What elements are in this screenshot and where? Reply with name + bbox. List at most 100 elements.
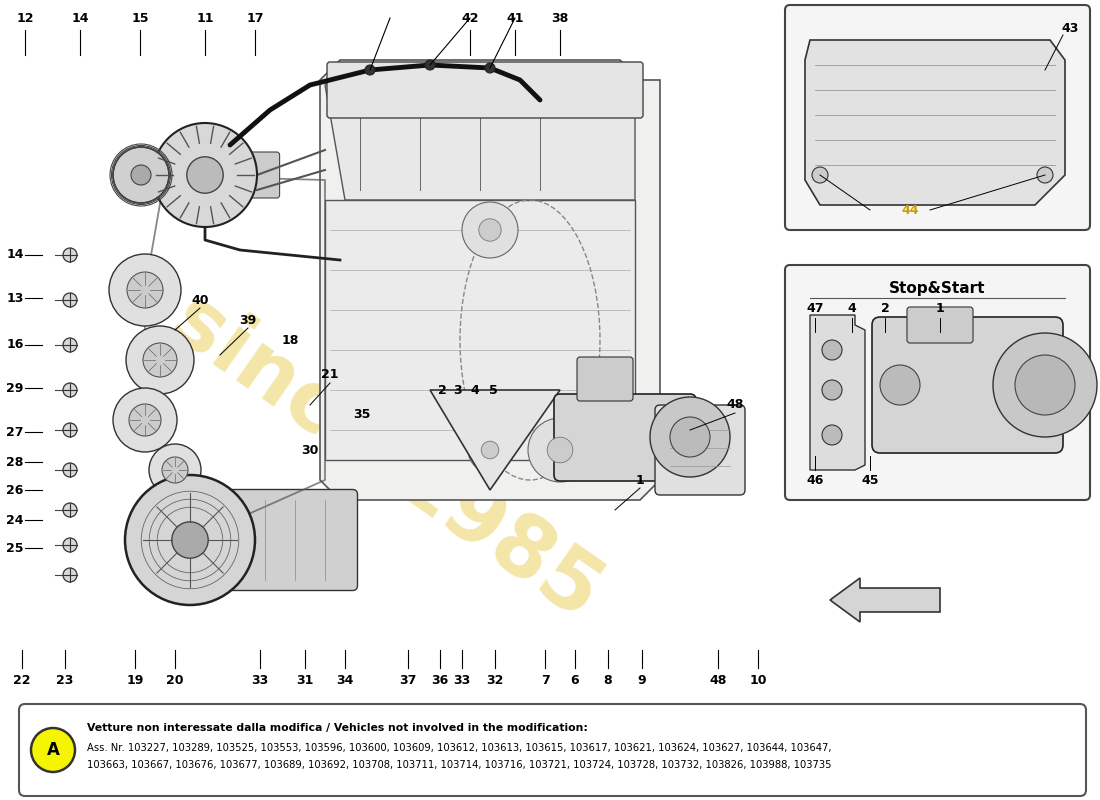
Text: 34: 34 — [337, 674, 354, 686]
FancyBboxPatch shape — [872, 317, 1063, 453]
Circle shape — [148, 444, 201, 496]
Circle shape — [478, 218, 502, 242]
Text: 44: 44 — [901, 203, 918, 217]
FancyBboxPatch shape — [19, 704, 1086, 796]
Circle shape — [126, 272, 163, 308]
Text: 5: 5 — [488, 383, 497, 397]
Circle shape — [143, 343, 177, 377]
Circle shape — [547, 437, 573, 462]
Text: 25: 25 — [7, 542, 24, 554]
Circle shape — [125, 475, 255, 605]
Text: 19: 19 — [126, 674, 144, 686]
Text: 48: 48 — [726, 398, 744, 411]
Text: 18: 18 — [282, 334, 299, 346]
Text: 36: 36 — [431, 674, 449, 686]
Circle shape — [425, 60, 435, 70]
Text: 22: 22 — [13, 674, 31, 686]
Text: Ass. Nr. 103227, 103289, 103525, 103553, 103596, 103600, 103609, 103612, 103613,: Ass. Nr. 103227, 103289, 103525, 103553,… — [87, 743, 832, 753]
Circle shape — [462, 202, 518, 258]
Text: 33: 33 — [453, 674, 471, 686]
Circle shape — [1015, 355, 1075, 415]
Text: 14: 14 — [7, 249, 24, 262]
Text: 28: 28 — [7, 455, 24, 469]
Polygon shape — [430, 390, 560, 490]
Circle shape — [109, 254, 182, 326]
Text: 45: 45 — [861, 474, 879, 486]
Circle shape — [172, 522, 208, 558]
FancyBboxPatch shape — [554, 394, 696, 481]
FancyBboxPatch shape — [324, 200, 635, 460]
Circle shape — [63, 338, 77, 352]
Text: A: A — [46, 741, 59, 759]
Circle shape — [481, 442, 498, 459]
Text: 35: 35 — [353, 409, 371, 422]
Circle shape — [63, 503, 77, 517]
Text: 43: 43 — [1062, 22, 1079, 34]
Circle shape — [63, 568, 77, 582]
FancyBboxPatch shape — [327, 62, 644, 118]
Circle shape — [993, 333, 1097, 437]
Polygon shape — [805, 40, 1065, 205]
Text: 1: 1 — [636, 474, 645, 486]
Circle shape — [63, 248, 77, 262]
Polygon shape — [810, 315, 865, 470]
Text: 6: 6 — [571, 674, 580, 686]
FancyBboxPatch shape — [654, 405, 745, 495]
Text: 1: 1 — [936, 302, 945, 314]
Circle shape — [63, 538, 77, 552]
Circle shape — [528, 418, 592, 482]
Text: 2: 2 — [438, 383, 447, 397]
Text: 40: 40 — [191, 294, 209, 306]
Text: 24: 24 — [7, 514, 24, 526]
Text: 20: 20 — [166, 674, 184, 686]
Circle shape — [822, 380, 842, 400]
FancyBboxPatch shape — [785, 265, 1090, 500]
Text: 29: 29 — [7, 382, 24, 394]
Text: Stop&Start: Stop&Start — [889, 281, 986, 295]
Text: 4: 4 — [848, 302, 857, 314]
Text: 46: 46 — [806, 474, 824, 486]
Circle shape — [468, 428, 512, 472]
Text: 9: 9 — [638, 674, 647, 686]
Circle shape — [822, 340, 842, 360]
Text: 13: 13 — [7, 291, 24, 305]
PathPatch shape — [320, 60, 660, 500]
Circle shape — [187, 157, 223, 194]
Text: Vetture non interessate dalla modifica / Vehicles not involved in the modificati: Vetture non interessate dalla modifica /… — [87, 723, 587, 733]
Circle shape — [650, 397, 730, 477]
FancyBboxPatch shape — [785, 5, 1090, 230]
Text: 11: 11 — [196, 11, 213, 25]
Circle shape — [63, 463, 77, 477]
Text: 3: 3 — [453, 383, 462, 397]
FancyBboxPatch shape — [908, 307, 974, 343]
Text: 23: 23 — [56, 674, 74, 686]
Text: 7: 7 — [540, 674, 549, 686]
Text: 21: 21 — [321, 369, 339, 382]
Text: 15: 15 — [131, 11, 149, 25]
Text: © eal
lparts
since 1985: © eal lparts since 1985 — [156, 125, 724, 635]
Circle shape — [63, 293, 77, 307]
Text: 30: 30 — [301, 443, 319, 457]
Text: 10: 10 — [749, 674, 767, 686]
Text: 14: 14 — [72, 11, 89, 25]
Polygon shape — [830, 578, 940, 622]
Circle shape — [880, 365, 920, 405]
Text: 48: 48 — [710, 674, 727, 686]
Circle shape — [153, 123, 257, 227]
Text: 12: 12 — [16, 11, 34, 25]
FancyBboxPatch shape — [243, 152, 279, 198]
Circle shape — [365, 65, 375, 75]
Circle shape — [131, 165, 151, 185]
Text: 39: 39 — [240, 314, 256, 326]
Text: 47: 47 — [806, 302, 824, 314]
Text: 26: 26 — [7, 483, 24, 497]
Text: 27: 27 — [7, 426, 24, 438]
Circle shape — [31, 728, 75, 772]
Text: 4: 4 — [471, 383, 480, 397]
Circle shape — [485, 63, 495, 73]
Text: 8: 8 — [604, 674, 613, 686]
Circle shape — [113, 147, 169, 203]
Text: 42: 42 — [461, 11, 478, 25]
Text: 17: 17 — [246, 11, 264, 25]
Circle shape — [63, 423, 77, 437]
